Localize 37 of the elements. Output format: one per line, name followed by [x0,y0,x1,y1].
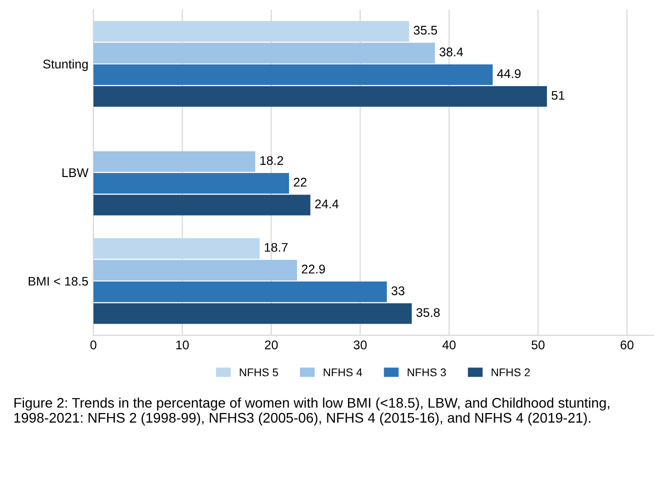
bar [93,86,547,107]
bar [93,64,493,86]
x-tick-label: 10 [176,340,189,350]
bar [93,151,256,172]
data-label: 51 [552,91,564,100]
bar [93,194,310,216]
x-tick-label: 0 [90,340,96,350]
data-label: 35.8 [416,308,440,317]
x-tick-label: 60 [620,340,634,350]
y-tick-label: LBW [62,168,88,177]
bar [93,42,435,64]
data-label: 18.7 [264,242,288,252]
x-tick-label: 40 [442,340,456,350]
legend-label: NFHS 3 [408,368,446,376]
x-tick-label: 50 [532,340,545,350]
data-label: 24.4 [315,200,339,208]
legend-label: NFHS 5 [240,368,278,376]
data-label: 22.9 [302,264,325,274]
y-tick-label: BMI < 18.5 [28,276,88,286]
caption: Figure 2: Trends in the percentage of women with low BMI (<18.5), LBW, and Childhood stunting, 1998-2021: NFHS 2 (1998-99), NFHS3 (2005-06), NFHS 4 (2015-16), and NFHS 4 (2019-21). [14,398,610,426]
bar [93,172,290,194]
data-label: 35.5 [414,26,438,35]
data-label: 18.2 [260,156,284,165]
data-label: 33 [392,286,404,296]
x-tick-label: 20 [264,340,278,350]
bar [93,303,412,324]
bar [93,282,387,302]
data-label: 44.9 [497,69,521,78]
legend-label: NFHS 4 [324,368,362,376]
legend-label: NFHS 2 [492,368,530,376]
x-tick-label: 30 [354,340,367,350]
bar [93,238,260,259]
y-tick-label: Stunting [43,59,88,71]
bar [93,20,410,42]
data-label: 22 [294,178,306,187]
bar [93,260,298,280]
data-label: 38.4 [440,48,464,56]
